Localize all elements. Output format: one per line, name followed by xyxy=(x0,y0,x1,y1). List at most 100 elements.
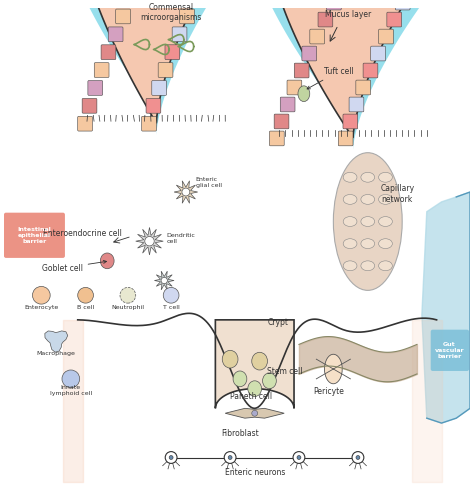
Ellipse shape xyxy=(343,239,357,248)
Text: Pericyte: Pericyte xyxy=(314,387,345,395)
FancyBboxPatch shape xyxy=(146,98,161,113)
Text: Intestinal
epithelial
barrier: Intestinal epithelial barrier xyxy=(18,227,51,244)
FancyBboxPatch shape xyxy=(395,0,410,10)
Text: Enteric
glial cell: Enteric glial cell xyxy=(196,177,222,187)
Ellipse shape xyxy=(343,261,357,271)
FancyBboxPatch shape xyxy=(123,0,138,6)
Text: Crypt: Crypt xyxy=(267,318,289,327)
FancyBboxPatch shape xyxy=(4,213,65,258)
Polygon shape xyxy=(225,408,284,418)
Ellipse shape xyxy=(343,194,357,205)
FancyBboxPatch shape xyxy=(152,80,166,95)
FancyBboxPatch shape xyxy=(165,45,180,59)
Ellipse shape xyxy=(78,287,93,303)
FancyBboxPatch shape xyxy=(269,131,284,146)
Text: Mucus layer: Mucus layer xyxy=(325,10,371,19)
FancyBboxPatch shape xyxy=(274,114,289,129)
Ellipse shape xyxy=(343,172,357,182)
FancyBboxPatch shape xyxy=(327,0,341,10)
FancyBboxPatch shape xyxy=(302,46,317,61)
Text: Goblet cell: Goblet cell xyxy=(42,261,107,273)
Ellipse shape xyxy=(343,217,357,226)
Polygon shape xyxy=(269,0,437,138)
Text: Neutrophil: Neutrophil xyxy=(111,305,145,310)
FancyBboxPatch shape xyxy=(78,116,92,131)
Text: Innate
lymphoid cell: Innate lymphoid cell xyxy=(50,385,92,395)
Ellipse shape xyxy=(33,286,50,304)
Circle shape xyxy=(145,237,154,246)
Circle shape xyxy=(356,455,360,459)
FancyBboxPatch shape xyxy=(172,27,187,42)
FancyBboxPatch shape xyxy=(94,63,109,77)
Circle shape xyxy=(120,287,136,303)
Circle shape xyxy=(161,278,167,283)
Ellipse shape xyxy=(100,253,114,269)
Ellipse shape xyxy=(248,381,262,396)
FancyBboxPatch shape xyxy=(379,29,393,44)
Polygon shape xyxy=(155,271,174,290)
Circle shape xyxy=(165,451,177,464)
Ellipse shape xyxy=(222,350,238,368)
Text: Enteroendocrine cell: Enteroendocrine cell xyxy=(43,229,122,238)
Ellipse shape xyxy=(379,239,392,248)
Ellipse shape xyxy=(333,153,402,290)
FancyBboxPatch shape xyxy=(343,114,358,129)
FancyBboxPatch shape xyxy=(158,63,173,77)
FancyBboxPatch shape xyxy=(187,0,202,6)
Ellipse shape xyxy=(361,217,374,226)
FancyBboxPatch shape xyxy=(431,330,469,371)
Ellipse shape xyxy=(379,194,392,205)
FancyBboxPatch shape xyxy=(280,97,295,112)
Text: Tuft cell: Tuft cell xyxy=(307,67,353,89)
FancyBboxPatch shape xyxy=(294,63,309,78)
Text: Dendritic
cell: Dendritic cell xyxy=(166,233,195,244)
Circle shape xyxy=(252,411,258,416)
FancyBboxPatch shape xyxy=(116,9,130,24)
FancyBboxPatch shape xyxy=(310,29,325,44)
Text: Fibroblast: Fibroblast xyxy=(221,429,259,438)
Ellipse shape xyxy=(298,86,310,102)
FancyBboxPatch shape xyxy=(338,131,353,146)
FancyBboxPatch shape xyxy=(88,80,103,95)
Ellipse shape xyxy=(233,371,247,387)
Polygon shape xyxy=(45,331,68,352)
Polygon shape xyxy=(174,181,198,203)
FancyBboxPatch shape xyxy=(363,63,378,78)
FancyBboxPatch shape xyxy=(142,116,156,131)
Text: Capillary
network: Capillary network xyxy=(380,185,414,204)
FancyBboxPatch shape xyxy=(287,80,302,95)
Circle shape xyxy=(228,455,232,459)
Polygon shape xyxy=(136,227,163,255)
FancyBboxPatch shape xyxy=(318,12,333,27)
Polygon shape xyxy=(215,320,294,408)
Polygon shape xyxy=(56,0,256,135)
Ellipse shape xyxy=(361,172,374,182)
Circle shape xyxy=(352,451,364,464)
Ellipse shape xyxy=(379,261,392,271)
Circle shape xyxy=(297,455,301,459)
Polygon shape xyxy=(78,0,235,123)
Text: Enteric neurons: Enteric neurons xyxy=(225,468,285,477)
Ellipse shape xyxy=(62,370,80,388)
Circle shape xyxy=(293,451,305,464)
FancyBboxPatch shape xyxy=(180,9,194,24)
Text: Commensal
microorganisms: Commensal microorganisms xyxy=(140,2,202,22)
FancyBboxPatch shape xyxy=(387,12,401,27)
FancyBboxPatch shape xyxy=(82,98,97,113)
Ellipse shape xyxy=(379,217,392,226)
Text: Stem cell: Stem cell xyxy=(267,367,303,376)
FancyBboxPatch shape xyxy=(108,27,123,42)
Ellipse shape xyxy=(163,287,179,303)
Circle shape xyxy=(182,188,190,196)
Text: Macrophage: Macrophage xyxy=(36,351,75,356)
Text: T cell: T cell xyxy=(163,305,180,310)
Text: Gut
vascular
barrier: Gut vascular barrier xyxy=(435,342,464,358)
Circle shape xyxy=(224,451,236,464)
Text: Enterocyte: Enterocyte xyxy=(24,305,58,310)
FancyBboxPatch shape xyxy=(349,97,364,112)
FancyBboxPatch shape xyxy=(356,80,371,95)
Text: Paneth cell: Paneth cell xyxy=(230,392,272,400)
Polygon shape xyxy=(248,0,458,150)
Ellipse shape xyxy=(361,261,374,271)
Ellipse shape xyxy=(252,352,267,370)
